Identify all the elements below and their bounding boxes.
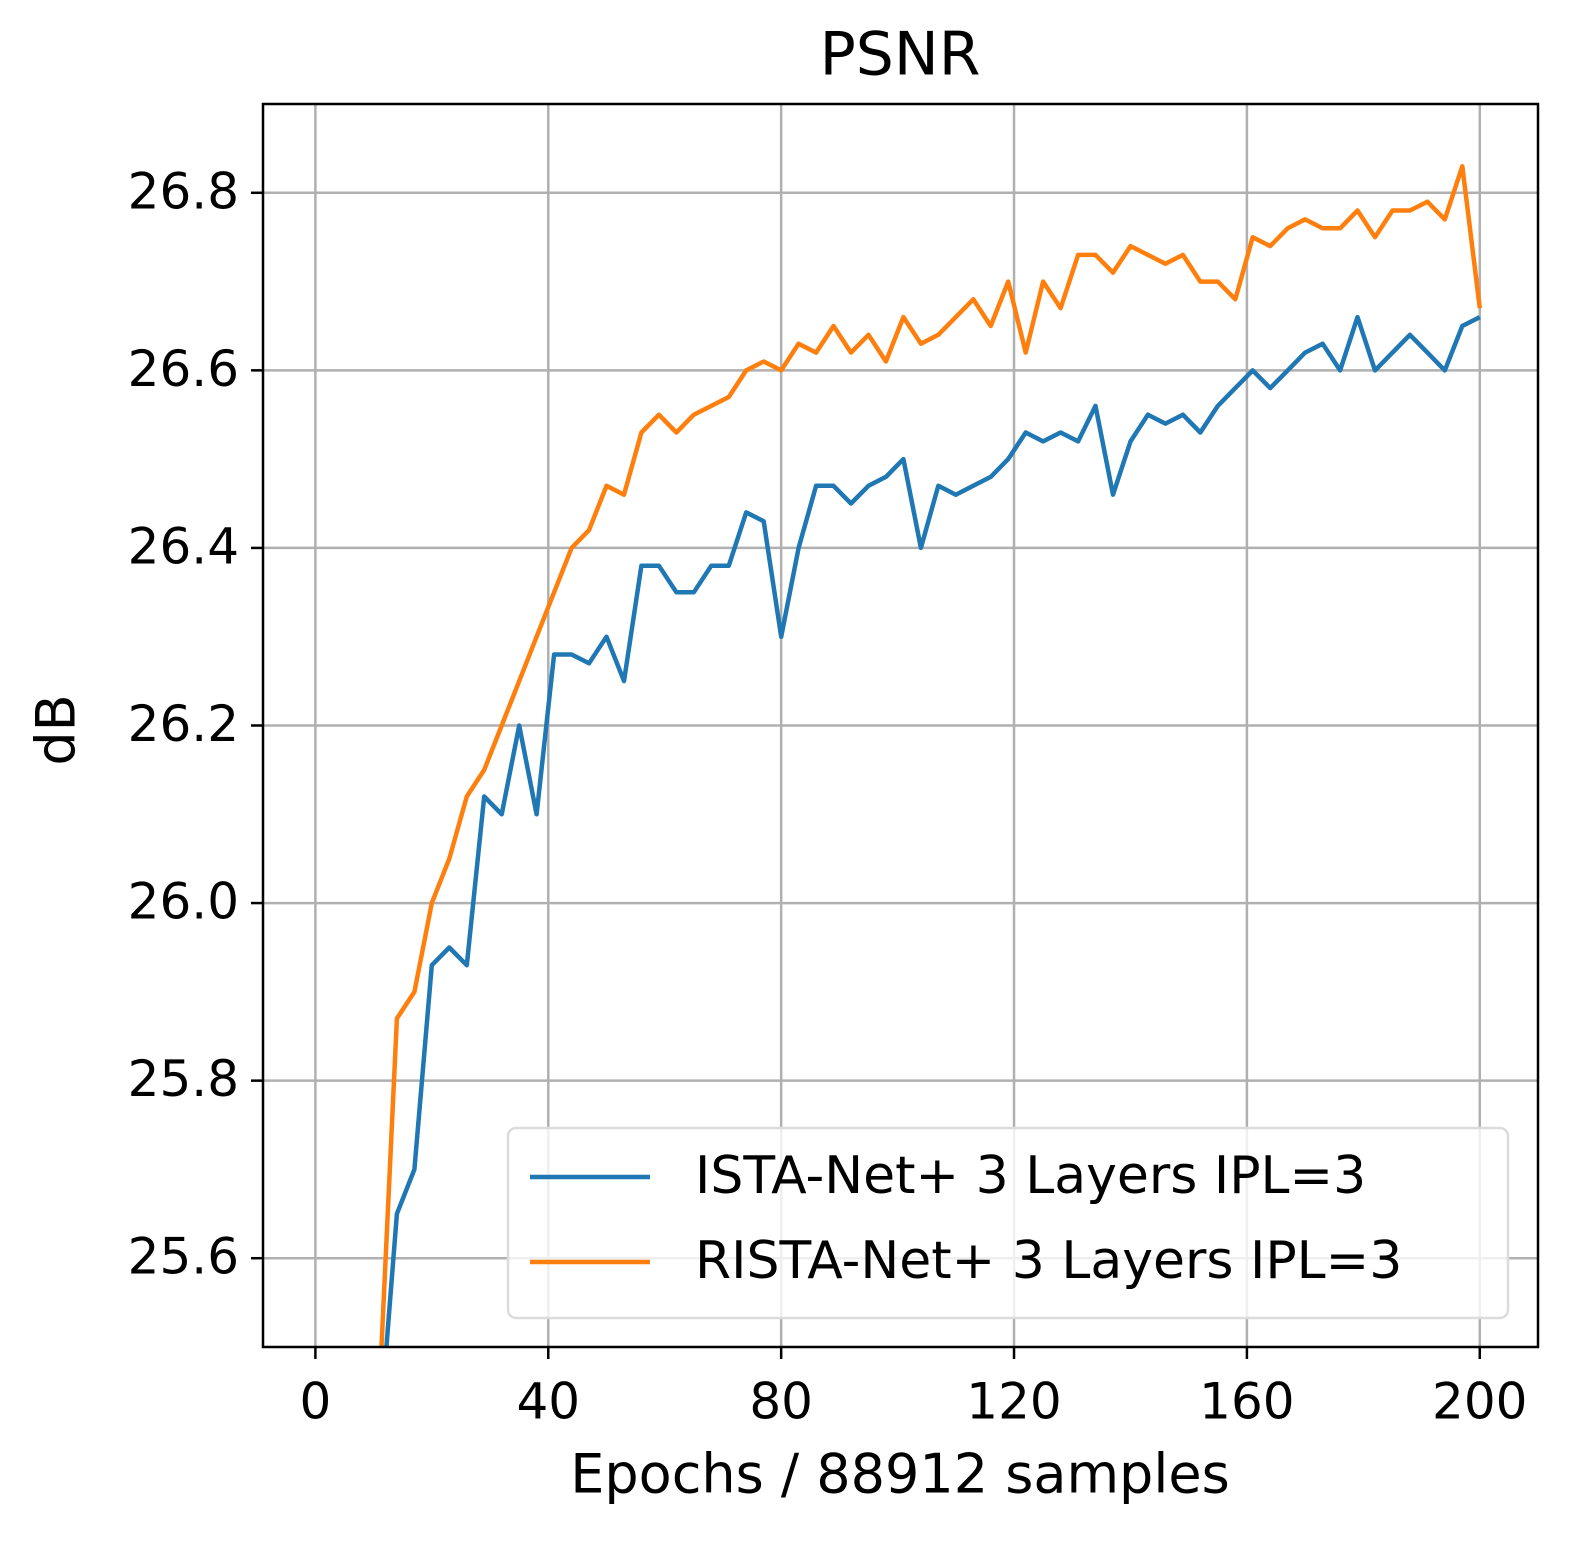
y-tick-label: 26.4 xyxy=(128,517,239,575)
legend-label: ISTA-Net+ 3 Layers IPL=3 xyxy=(695,1146,1366,1206)
y-tick-label: 25.8 xyxy=(128,1050,239,1108)
y-axis-label: dB xyxy=(25,694,88,765)
legend-label: RISTA-Net+ 3 Layers IPL=3 xyxy=(695,1231,1402,1291)
data-line xyxy=(384,314,1481,1347)
lines xyxy=(379,163,1483,1347)
y-tick-label: 26.6 xyxy=(128,340,239,398)
x-tick-label: 40 xyxy=(516,1373,580,1431)
legend-box xyxy=(506,1126,1510,1320)
x-tick-label: 160 xyxy=(1199,1373,1294,1431)
chart-title: PSNR xyxy=(820,20,981,90)
x-tick-label: 200 xyxy=(1432,1373,1527,1431)
x-tick-label: 0 xyxy=(299,1373,331,1431)
x-tick-label: 80 xyxy=(749,1373,813,1431)
data-line xyxy=(379,163,1483,1347)
y-tick-label: 26.2 xyxy=(128,695,239,753)
y-tick-label: 26.8 xyxy=(128,162,239,220)
x-axis-label: Epochs / 88912 samples xyxy=(570,1443,1229,1506)
y-tick-label: 25.6 xyxy=(128,1228,239,1286)
y-tick-label: 26.0 xyxy=(128,873,239,931)
legend: ISTA-Net+ 3 Layers IPL=3 RISTA-Net+ 3 Lay… xyxy=(506,1126,1510,1320)
x-tick-label: 120 xyxy=(966,1373,1061,1431)
ticks: 0 40 80 120 160 200 25.6 25.8 26.0 26.2 26.4 26.6 26… xyxy=(128,162,1528,1430)
